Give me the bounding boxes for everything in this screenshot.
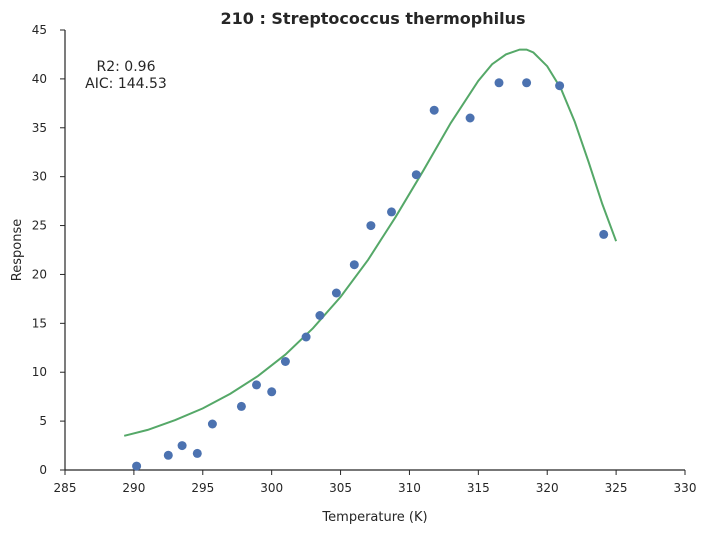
aic-annotation: AIC: 144.53: [85, 76, 167, 92]
y-tick-label: 25: [32, 219, 47, 233]
x-tick-label: 300: [260, 481, 283, 495]
data-point: [522, 78, 532, 88]
y-tick-label: 30: [32, 170, 47, 184]
y-tick-label: 10: [32, 365, 47, 379]
data-point: [252, 380, 261, 390]
data-point: [331, 288, 341, 298]
x-tick-label: 285: [54, 481, 77, 495]
data-points: [132, 78, 609, 471]
y-tick-label: 15: [32, 316, 47, 330]
x-ticks: 285 290 295 300 305 310 315 320 325 330: [54, 470, 697, 495]
y-tick-label: 5: [39, 414, 47, 428]
y-tick-label: 20: [32, 267, 47, 281]
x-tick-label: 315: [467, 481, 490, 495]
data-point: [163, 450, 173, 460]
data-point: [192, 448, 202, 458]
data-point: [177, 441, 187, 451]
data-point: [349, 260, 359, 270]
data-point: [280, 357, 290, 366]
fit-curve: [123, 48, 618, 437]
x-tick-label: 330: [674, 481, 697, 495]
data-point: [236, 401, 246, 411]
data-point: [411, 170, 421, 180]
data-point: [555, 81, 565, 91]
fit-stats: R2: 0.96 AIC: 144.53: [85, 59, 167, 92]
x-tick-label: 310: [398, 481, 421, 495]
data-point: [429, 105, 439, 115]
data-point: [387, 207, 396, 217]
x-tick-label: 325: [605, 481, 628, 495]
x-tick-label: 305: [329, 481, 352, 495]
x-axis-label: Temperature (K): [321, 510, 427, 525]
y-tick-label: 35: [32, 121, 47, 135]
data-point: [267, 387, 277, 397]
data-point: [494, 78, 504, 88]
x-tick-label: 320: [536, 481, 559, 495]
r2-annotation: R2: 0.96: [97, 59, 156, 75]
data-point: [207, 419, 217, 429]
y-ticks: 0 5 10 15 20 25 30 35 40 45: [32, 23, 65, 477]
data-point: [599, 229, 609, 239]
data-point: [315, 311, 325, 320]
data-point: [465, 113, 475, 123]
data-point: [301, 332, 311, 342]
chart-title: 210 : Streptococcus thermophilus: [220, 9, 525, 28]
data-point: [132, 461, 142, 471]
x-tick-label: 295: [191, 481, 214, 495]
data-point: [366, 221, 376, 231]
y-tick-label: 0: [39, 463, 47, 477]
y-tick-label: 40: [32, 72, 47, 86]
y-axis-label: Response: [10, 219, 25, 281]
x-tick-label: 290: [122, 481, 145, 495]
y-tick-label: 45: [32, 23, 47, 37]
